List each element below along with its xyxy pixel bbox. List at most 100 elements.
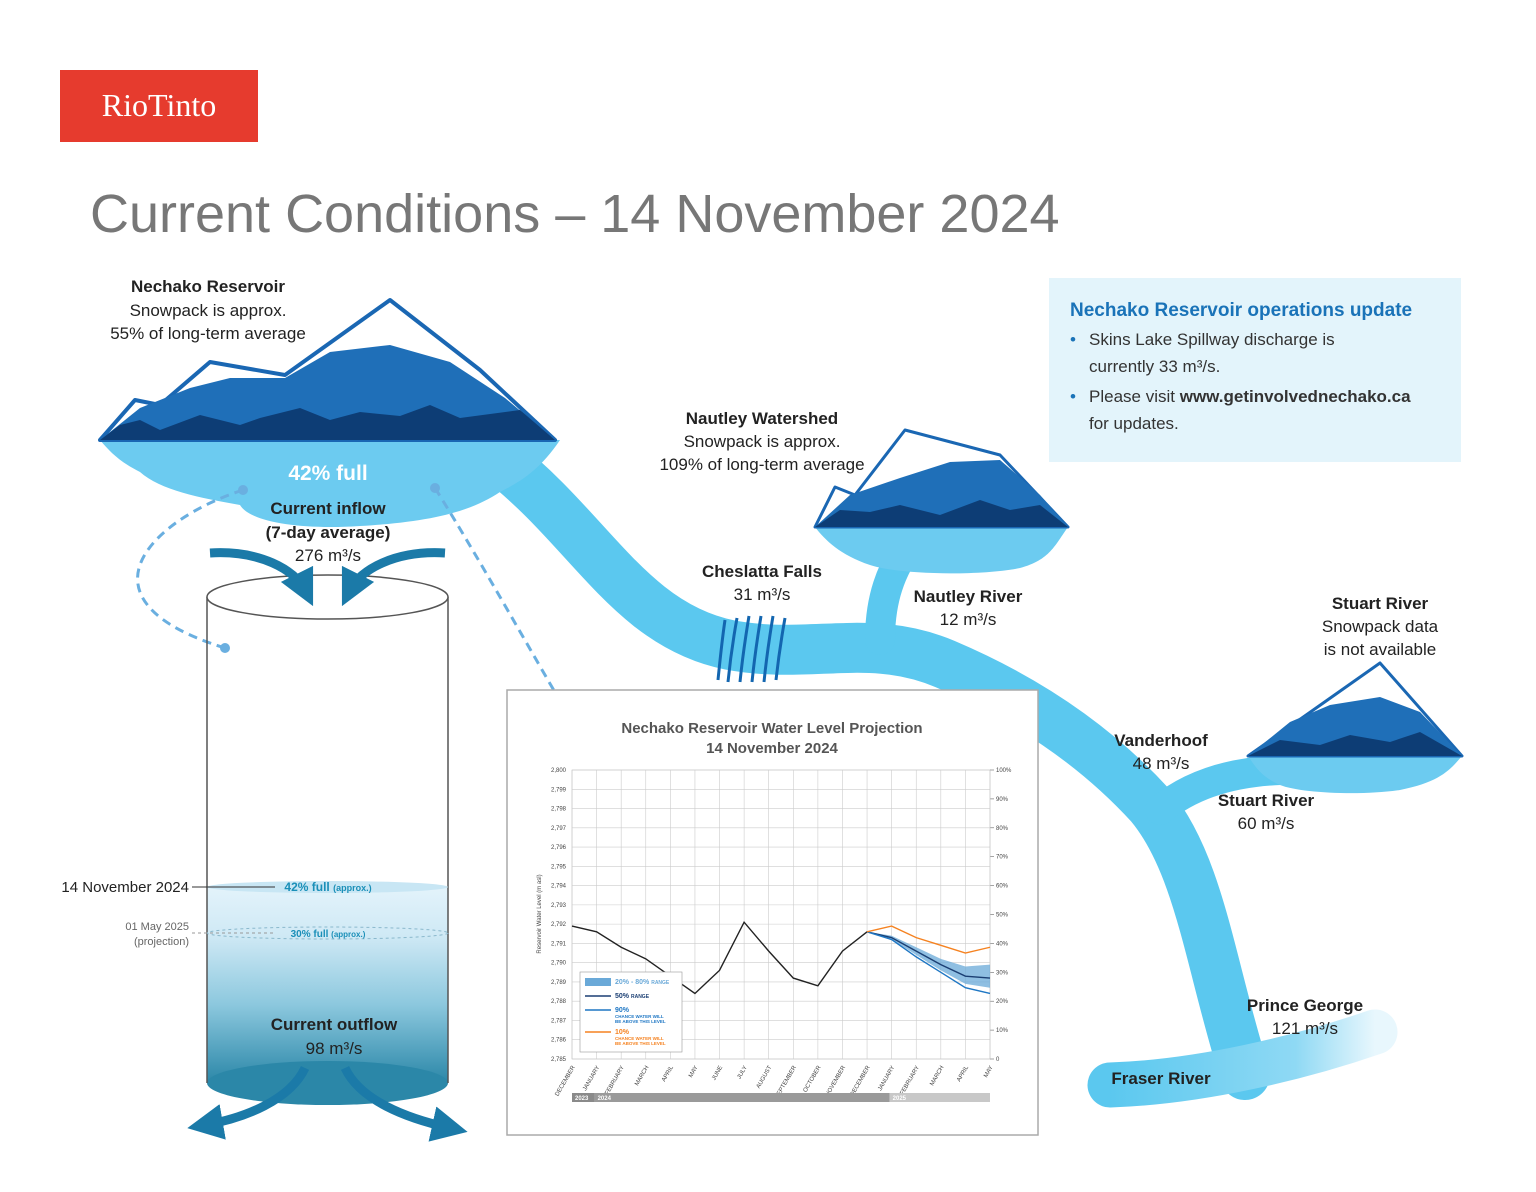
shape xyxy=(1248,732,1462,756)
shape xyxy=(207,881,448,893)
y2-tick-label: 50% xyxy=(996,913,1009,919)
shape: (approx.) xyxy=(333,883,372,893)
legend-label: 90% xyxy=(615,1007,630,1014)
y-tick-label: 2,796 xyxy=(551,845,567,851)
bullet: • xyxy=(1070,330,1076,349)
shape xyxy=(738,615,751,683)
legend-note: RANGE xyxy=(651,980,670,986)
shape xyxy=(136,488,244,650)
label: Nechako Reservoir xyxy=(131,277,285,296)
y2-tick-label: 100% xyxy=(996,768,1012,774)
legend-note: CHANCE WATER WILL BE ABOVE THIS LEVEL xyxy=(615,1036,666,1046)
logo-box xyxy=(60,70,258,142)
level: 42% full (approx.) xyxy=(284,880,371,894)
shape: (approx.) xyxy=(331,930,366,939)
connectors xyxy=(136,487,572,719)
label: 12 m³/s xyxy=(940,610,997,629)
shape xyxy=(726,617,739,683)
label: Current inflow xyxy=(270,499,386,518)
shape xyxy=(341,548,446,607)
legend-name: 10% xyxy=(615,1029,630,1036)
legend-note-line: BE ABOVE THIS LEVEL xyxy=(615,1019,666,1024)
x-tick-label: MAY xyxy=(983,1065,994,1079)
shape xyxy=(206,574,449,620)
shape xyxy=(762,615,775,683)
label: Snowpack data xyxy=(1322,617,1439,636)
legend-label: 50% RANGE xyxy=(615,993,650,1000)
update-text: Please visit www.getinvolvednechako.ca xyxy=(1089,387,1411,406)
shape xyxy=(340,1065,468,1142)
legend-name: 90% xyxy=(615,1007,630,1014)
shape xyxy=(100,405,555,440)
x-tick-label: MAY xyxy=(688,1065,699,1079)
label: 276 m³/s xyxy=(295,546,361,565)
label: is not available xyxy=(1324,640,1436,659)
fill-level: 42% full xyxy=(288,462,367,485)
y2-tick-label: 90% xyxy=(996,797,1009,803)
y-tick-label: 2,789 xyxy=(551,980,567,986)
nechako-river xyxy=(475,435,1270,1100)
label: Snowpack is approx. xyxy=(130,301,287,320)
y2-tick-label: 20% xyxy=(996,999,1009,1005)
legend-name: 20% - 80% xyxy=(615,979,650,986)
label: Nautley River xyxy=(914,587,1023,606)
label: Nautley Watershed xyxy=(686,409,838,428)
shape xyxy=(238,485,248,495)
label: 60 m³/s xyxy=(1238,814,1295,833)
rivers xyxy=(475,435,1398,1108)
shape xyxy=(207,887,448,1083)
waterfall xyxy=(716,615,787,683)
series-line xyxy=(866,931,991,979)
bullet: • xyxy=(1070,387,1076,406)
legend-note: CHANCE WATER WILL BE ABOVE THIS LEVEL xyxy=(615,1014,666,1024)
legend-label: 10% xyxy=(615,1029,630,1036)
shape xyxy=(187,1065,310,1140)
y-tick-label: 2,797 xyxy=(551,826,567,832)
y-axis-label: Reservoir Water Level (m asl) xyxy=(537,874,543,953)
series-line xyxy=(866,925,991,954)
legend-label: 20% - 80% RANGE xyxy=(615,979,670,986)
update-title: Nechako Reservoir operations update xyxy=(1070,300,1412,321)
shape xyxy=(716,619,727,681)
y-tick-label: 2,787 xyxy=(551,1018,567,1024)
shape xyxy=(209,548,314,607)
stuart-lake xyxy=(1248,756,1462,794)
chart-title: Nechako Reservoir Water Level Projection xyxy=(621,720,922,737)
year-band xyxy=(889,1093,990,1102)
shape xyxy=(750,615,763,683)
shape xyxy=(220,643,230,653)
shape xyxy=(433,487,572,719)
y-tick-label: 2,798 xyxy=(551,807,567,813)
level-date: 14 November 2024 xyxy=(61,879,189,896)
label: Fraser River xyxy=(1111,1069,1211,1088)
level: 30% full (approx.) xyxy=(291,929,366,940)
chart: Nechako Reservoir Water Level Projection… xyxy=(537,720,1012,1102)
label: 98 m³/s xyxy=(306,1039,363,1058)
shape xyxy=(774,617,787,681)
y-tick-label: 2,785 xyxy=(551,1057,567,1063)
nautley-mountain xyxy=(813,428,1070,529)
y2-tick-label: 70% xyxy=(996,855,1009,861)
label: 121 m³/s xyxy=(1272,1019,1338,1038)
label: Current outflow xyxy=(271,1015,398,1034)
legend-note: RANGE xyxy=(631,994,650,1000)
shape xyxy=(430,483,440,493)
shape xyxy=(207,1061,448,1105)
label: Snowpack is approx. xyxy=(684,432,841,451)
series-line xyxy=(866,931,991,995)
logo: RioTinto xyxy=(102,87,216,123)
shape: 42% full xyxy=(284,880,329,894)
stuart-mountain xyxy=(1246,661,1464,758)
label: 31 m³/s xyxy=(734,585,791,604)
year-band xyxy=(594,1093,890,1102)
label: 109% of long-term average xyxy=(659,455,864,474)
legend-note-line: BE ABOVE THIS LEVEL xyxy=(615,1041,666,1046)
label: 48 m³/s xyxy=(1133,754,1190,773)
y-tick-label: 2,799 xyxy=(551,787,567,793)
series-line xyxy=(571,920,868,995)
level-date: 01 May 2025 xyxy=(125,921,189,933)
year-label: 2025 xyxy=(893,1096,907,1102)
y2-tick-label: 0 xyxy=(996,1057,1000,1063)
flow-arrows xyxy=(187,548,468,1142)
y-tick-label: 2,795 xyxy=(551,864,567,870)
